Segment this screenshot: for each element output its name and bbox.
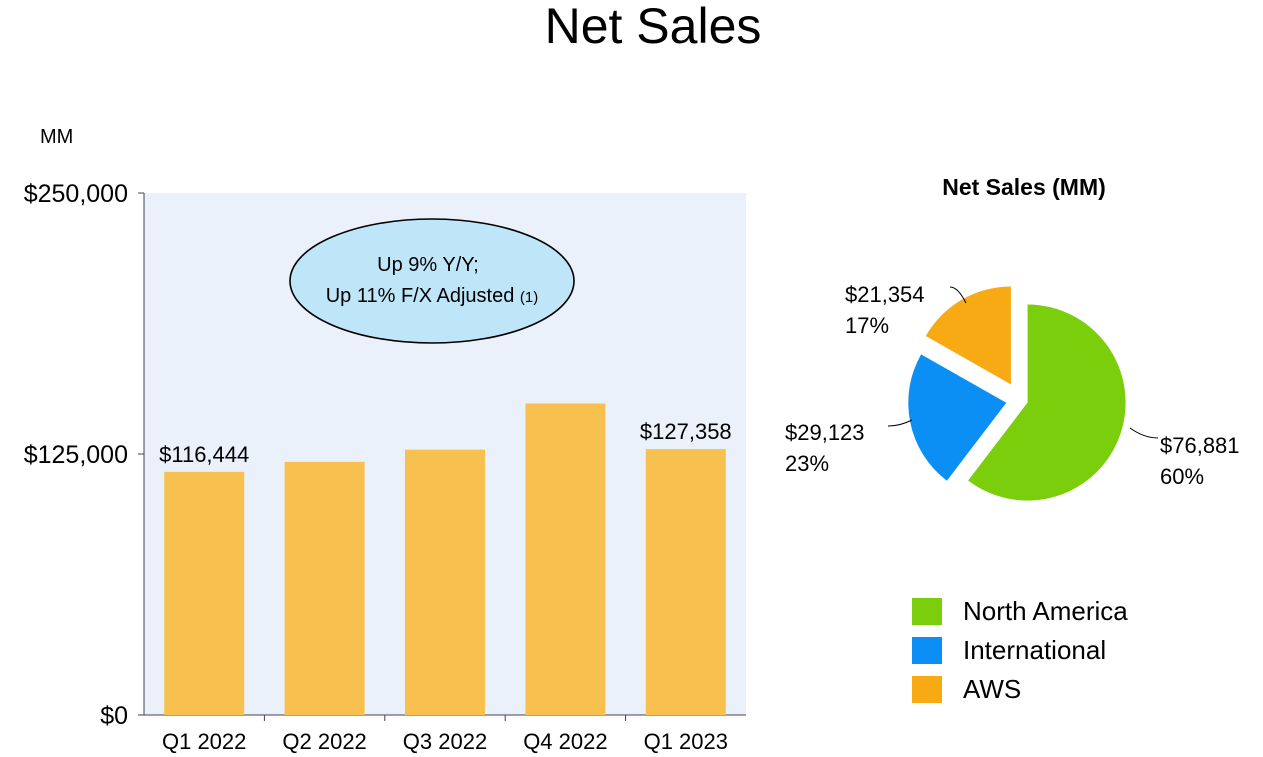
callout-line-2-text: Up 11% F/X Adjusted [326, 285, 520, 307]
bar-data-label: $127,358 [640, 419, 732, 444]
pie-slice [968, 304, 1126, 501]
x-tick-label: Q1 2022 [162, 729, 246, 754]
pie-value-label: $29,123 [785, 420, 865, 445]
pie-legend: North America International AWS [912, 592, 1128, 709]
bar-data-label: $116,444 [159, 442, 249, 467]
unit-label: MM [40, 126, 74, 148]
legend-label: International [963, 635, 1107, 665]
pie-value-label: $76,881 [1160, 433, 1240, 458]
pie-slice [925, 286, 1011, 385]
legend-label: AWS [963, 674, 1022, 704]
page-title: Net Sales [544, 0, 762, 54]
bar [284, 461, 365, 715]
x-tick-label: Q4 2022 [523, 729, 607, 754]
pie-value-label: $21,354 [845, 282, 925, 307]
y-tick-label: $250,000 [24, 180, 128, 208]
x-tick-label: Q2 2022 [282, 729, 366, 754]
pie-percent-label: 17% [845, 313, 889, 338]
pie-leader-line [949, 286, 967, 304]
pie-percent-label: 23% [785, 451, 829, 476]
y-tick-label: $125,000 [24, 441, 128, 469]
pie-leader-line [887, 419, 913, 427]
callout-footnote: (1) [520, 289, 538, 306]
legend-item-international: International [912, 631, 1128, 670]
pie-slice [908, 354, 1007, 481]
legend-item-aws: AWS [912, 670, 1128, 709]
bar [405, 449, 485, 715]
callout-line-2: Up 11% F/X Adjusted (1) [326, 285, 539, 307]
pie-percent-label: 60% [1160, 464, 1204, 489]
pie-leader-line [1129, 427, 1159, 439]
bar [645, 449, 726, 715]
bar [164, 471, 245, 715]
legend-swatch-international [912, 637, 942, 664]
legend-item-north-america: North America [912, 592, 1128, 631]
x-tick-label: Q3 2022 [403, 729, 487, 754]
y-tick-label: $0 [100, 702, 128, 730]
x-tick-label: Q1 2023 [644, 729, 728, 754]
legend-label: North America [963, 596, 1128, 626]
legend-swatch-aws [912, 676, 942, 703]
bar-chart: $0 $125,000 $250,000 Q1 2022 $116,444 Q2 2022… [24, 180, 746, 754]
bar [525, 403, 606, 715]
callout-ellipse [289, 218, 575, 344]
pie-chart-title: Net Sales (MM) [942, 174, 1106, 200]
callout-line-1: Up 9% Y/Y; [377, 254, 479, 276]
legend-swatch-north-america [912, 598, 942, 625]
